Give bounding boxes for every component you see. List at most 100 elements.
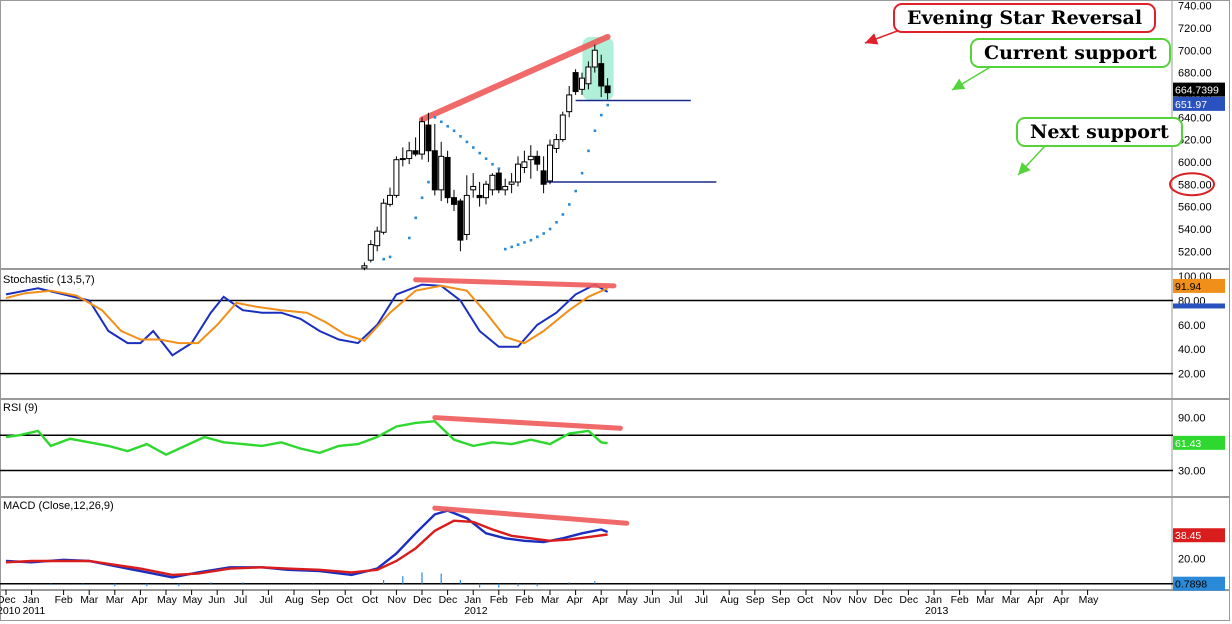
candle-body (431, 150, 438, 191)
candle-body (566, 94, 573, 113)
price-tick-label: 680.00 (1178, 68, 1212, 80)
x-tick-label: Oct (336, 594, 352, 606)
x-tick-label: Mar (541, 594, 560, 606)
candle-body (380, 202, 387, 233)
candle-body (489, 174, 496, 191)
rsi-line (5, 419, 608, 457)
last-price-value: 664.7399 (1175, 85, 1219, 97)
x-tick-label: Nov (823, 594, 842, 606)
price-tick-label: 580.00 (1178, 179, 1212, 191)
rsi-value: 61.43 (1175, 438, 1201, 450)
candle-body (406, 150, 413, 160)
candle-body (598, 63, 605, 87)
x-tick-label: Feb (55, 594, 73, 606)
sar-dot (414, 216, 417, 220)
candle-body (527, 155, 534, 161)
sar-dot (600, 113, 603, 117)
candle-body (374, 230, 381, 247)
sar-dot (388, 255, 392, 259)
sar-dot (561, 213, 565, 216)
x-tick-label: Jun (208, 594, 225, 606)
candle-body (367, 244, 374, 261)
sar-dot (574, 189, 577, 193)
next-support-arrow-head (1018, 162, 1031, 175)
sar-dot (440, 120, 443, 124)
x-tick-label: Apr (592, 594, 609, 606)
price-tick-label: 700.00 (1178, 45, 1212, 57)
candle-body (521, 161, 528, 169)
x-tick-label: Sep (311, 594, 330, 606)
x-year-label: 2010 (0, 605, 21, 617)
candle-body (495, 172, 502, 191)
candle-body (438, 155, 445, 191)
x-tick-label: Feb (515, 594, 533, 606)
price-tick-label: 620.00 (1178, 135, 1212, 147)
x-tick-label: Apr (1053, 594, 1070, 606)
candle-body (553, 139, 560, 150)
candle-body (457, 200, 464, 241)
x-tick-label: Jun (643, 594, 660, 606)
x-year-label: 2011 (23, 605, 46, 617)
sar-dot (529, 238, 533, 242)
macd-value-tag (1173, 528, 1225, 543)
sar-dot (382, 257, 385, 261)
sar-dot (606, 103, 609, 107)
macd-line-0 (5, 509, 609, 579)
price-tick-label: 540.00 (1178, 224, 1212, 236)
sar-dot (491, 162, 494, 166)
price-tick-label: 520.00 (1178, 246, 1212, 258)
sar-dot (548, 227, 552, 231)
x-tick-label: Apr (131, 594, 148, 606)
stochastic-value-tag (1173, 278, 1225, 293)
price-tick-label: 600.00 (1178, 157, 1212, 169)
x-tick-label: Feb (951, 594, 969, 606)
candle-body (483, 183, 489, 199)
stochastic-line-1 (5, 284, 609, 345)
macd-histogram-value: 0.7898 (1175, 579, 1207, 591)
current-support-arrow-head (952, 78, 966, 90)
next-support-price-circle (1169, 172, 1215, 197)
candle-body (419, 121, 425, 155)
x-tick-label: Mar (1002, 594, 1021, 606)
sar-dot (555, 221, 558, 224)
candle-body (540, 170, 547, 185)
candle-body (361, 265, 368, 269)
x-tick-label: Apr (567, 594, 584, 606)
macd-histogram-tag (1173, 576, 1225, 591)
sar-dot (465, 140, 469, 144)
sar-dot (452, 129, 456, 133)
stochastic-title: Stochastic (13,5,7) (3, 274, 95, 286)
evening-star-highlight (582, 36, 614, 101)
stochastic-blue-tag (1173, 303, 1225, 309)
x-tick-label: Mar (976, 594, 995, 606)
candle-body (508, 181, 515, 185)
candle-body (515, 163, 521, 183)
x-tick-label: Nov (848, 594, 867, 606)
candle-body (534, 155, 541, 165)
sar-value: 651.97 (1175, 99, 1207, 111)
sar-dot (433, 116, 437, 119)
candle-body (572, 72, 579, 93)
x-tick-label: Dec (439, 594, 458, 606)
x-tick-label: Sep (746, 594, 765, 606)
sar-dot (497, 167, 501, 171)
x-year-label: 2012 (464, 605, 488, 617)
macd-line-1 (5, 519, 608, 577)
price-tick-label: 560.00 (1178, 202, 1212, 214)
stochastic-tick-label: 40.00 (1178, 344, 1206, 356)
current-support-label: Current support (970, 38, 1171, 68)
evening-star-arrow-head (865, 33, 879, 45)
sar-dot (472, 146, 475, 149)
rsi-title: RSI (9) (3, 402, 38, 414)
candle-body (387, 194, 393, 205)
candle-body (476, 194, 483, 199)
x-tick-label: Dec (413, 594, 432, 606)
x-tick-label: Aug (720, 594, 739, 606)
candle-body (463, 194, 470, 236)
macd-title: MACD (Close,12,26,9) (3, 500, 114, 512)
rsi-tick-label: 90.00 (1178, 413, 1206, 425)
x-tick-label: May (183, 594, 204, 606)
macd-trend-line (432, 505, 630, 526)
stochastic-tick-label: 20.00 (1178, 369, 1206, 381)
